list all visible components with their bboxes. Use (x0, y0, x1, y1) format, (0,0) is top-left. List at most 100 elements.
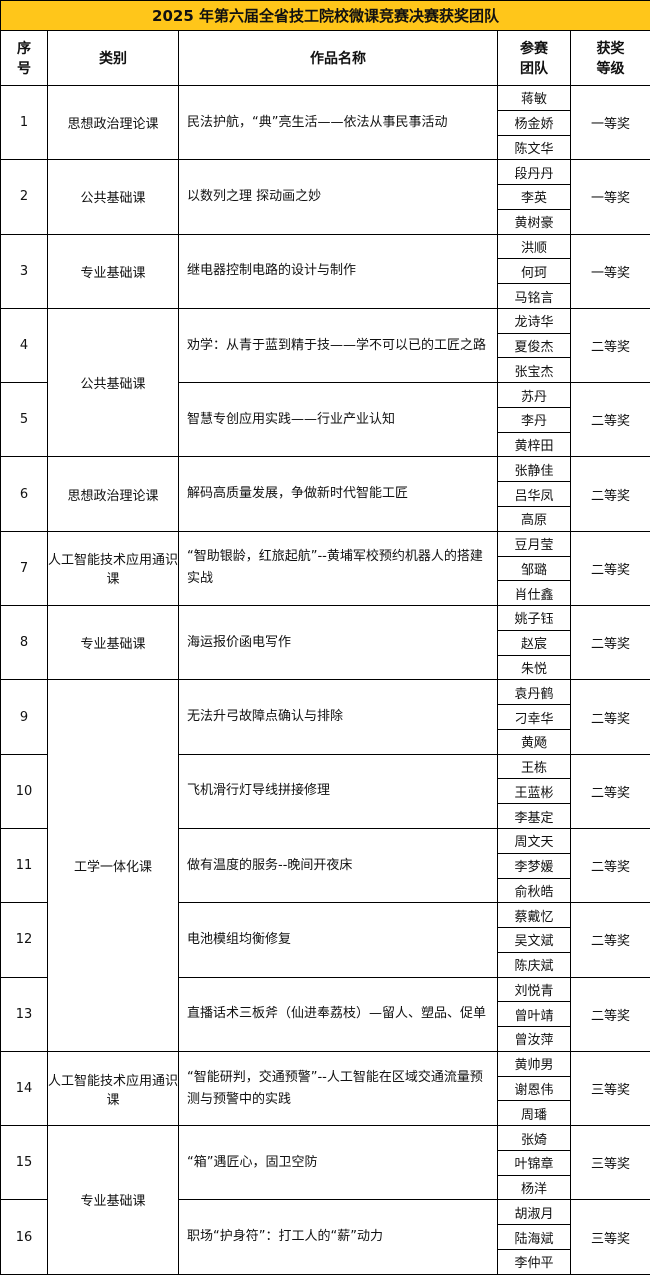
team-member: 张婍 (498, 1126, 571, 1151)
team-member: 袁丹鹤 (498, 680, 571, 705)
team-member: 张静佳 (498, 457, 571, 482)
serial-number: 10 (1, 754, 48, 828)
team-member: 朱悦 (498, 655, 571, 680)
team-member: 何珂 (498, 259, 571, 284)
serial-number: 7 (1, 531, 48, 605)
category: 人工智能技术应用通识课 (48, 531, 179, 605)
team-member: 俞秋皓 (498, 878, 571, 903)
category: 专业基础课 (48, 1126, 179, 1275)
work-title: 劝学：从青于蓝到精于技——学不可以已的工匠之路 (179, 308, 498, 382)
work-title: 做有温度的服务--晚间开夜床 (179, 828, 498, 902)
header-cell: 参赛团队 (498, 31, 571, 86)
work-title: 海运报价函电写作 (179, 606, 498, 680)
team-member: 曾汝萍 (498, 1027, 571, 1052)
team-member: 李仲平 (498, 1249, 571, 1274)
team-member: 赵宸 (498, 630, 571, 655)
team-member: 谢恩伟 (498, 1076, 571, 1101)
serial-number: 5 (1, 383, 48, 457)
work-title: 解码高质量发展，争做新时代智能工匠 (179, 457, 498, 531)
serial-number: 11 (1, 828, 48, 902)
team-member: 洪顺 (498, 234, 571, 259)
team-member: 陈文华 (498, 135, 571, 160)
serial-number: 16 (1, 1200, 48, 1274)
team-member: 周璠 (498, 1101, 571, 1126)
team-member: 胡淑月 (498, 1200, 571, 1225)
team-member: 黄飏 (498, 729, 571, 754)
award-level: 二等奖 (571, 308, 650, 382)
team-member: 吴文斌 (498, 928, 571, 953)
header-text: 参赛团队 (519, 38, 548, 78)
team-member: 蔡戴忆 (498, 903, 571, 928)
team-member: 黄帅男 (498, 1051, 571, 1076)
header-cell: 类别 (48, 31, 179, 86)
team-member: 刘悦青 (498, 977, 571, 1002)
category: 公共基础课 (48, 160, 179, 234)
team-member: 李英 (498, 185, 571, 210)
header-cell: 作品名称 (179, 31, 498, 86)
team-member: 黄树豪 (498, 209, 571, 234)
team-member: 李梦媛 (498, 853, 571, 878)
work-title: 电池模组均衡修复 (179, 903, 498, 977)
serial-number: 14 (1, 1051, 48, 1125)
team-member: 黄梓田 (498, 432, 571, 457)
team-member: 王蓝彬 (498, 779, 571, 804)
work-title: 飞机滑行灯导线拼接修理 (179, 754, 498, 828)
team-member: 高原 (498, 507, 571, 532)
team-member: 刁幸华 (498, 705, 571, 730)
serial-number: 3 (1, 234, 48, 308)
work-title: 继电器控制电路的设计与制作 (179, 234, 498, 308)
work-title: “智能研判，交通预警”--人工智能在区域交通流量预测与预警中的实践 (179, 1051, 498, 1125)
work-title: 智慧专创应用实践——行业产业认知 (179, 383, 498, 457)
team-member: 杨洋 (498, 1175, 571, 1200)
award-level: 二等奖 (571, 457, 650, 531)
award-level: 二等奖 (571, 680, 650, 754)
award-level: 一等奖 (571, 160, 650, 234)
category: 思想政治理论课 (48, 457, 179, 531)
serial-number: 13 (1, 977, 48, 1051)
work-title: “箱”遇匠心，固卫空防 (179, 1126, 498, 1200)
award-level: 二等奖 (571, 903, 650, 977)
award-level: 二等奖 (571, 531, 650, 605)
team-member: 蒋敏 (498, 86, 571, 111)
serial-number: 2 (1, 160, 48, 234)
table-title: 2025 年第六届全省技工院校微课竞赛决赛获奖团队 (1, 1, 650, 31)
category: 思想政治理论课 (48, 86, 179, 160)
team-member: 王栋 (498, 754, 571, 779)
serial-number: 9 (1, 680, 48, 754)
award-level: 二等奖 (571, 383, 650, 457)
serial-number: 12 (1, 903, 48, 977)
header-cell: 获奖等级 (571, 31, 650, 86)
award-level: 三等奖 (571, 1051, 650, 1125)
team-member: 叶锦章 (498, 1150, 571, 1175)
work-title: 无法升弓故障点确认与排除 (179, 680, 498, 754)
category: 专业基础课 (48, 234, 179, 308)
team-member: 吕华凤 (498, 482, 571, 507)
team-member: 姚子钰 (498, 606, 571, 631)
serial-number: 15 (1, 1126, 48, 1200)
category: 公共基础课 (48, 308, 179, 457)
work-title: 直播话术三板斧（仙进奉荔枝）—留人、塑品、促单 (179, 977, 498, 1051)
award-level: 一等奖 (571, 86, 650, 160)
team-member: 陈庆斌 (498, 952, 571, 977)
category: 专业基础课 (48, 606, 179, 680)
header-text: 作品名称 (310, 48, 366, 68)
team-member: 段丹丹 (498, 160, 571, 185)
work-title: 以数列之理 探动画之妙 (179, 160, 498, 234)
award-level: 二等奖 (571, 606, 650, 680)
work-title: 职场“护身符”：打工人的“薪”动力 (179, 1200, 498, 1274)
header-row: 序号类别 作品名称 参赛团队获奖等级 (1, 31, 650, 86)
team-member: 周文天 (498, 828, 571, 853)
serial-number: 8 (1, 606, 48, 680)
header-cell: 序号 (1, 31, 48, 86)
team-member: 陆海斌 (498, 1225, 571, 1250)
team-member: 张宝杰 (498, 358, 571, 383)
team-member: 李基定 (498, 804, 571, 829)
